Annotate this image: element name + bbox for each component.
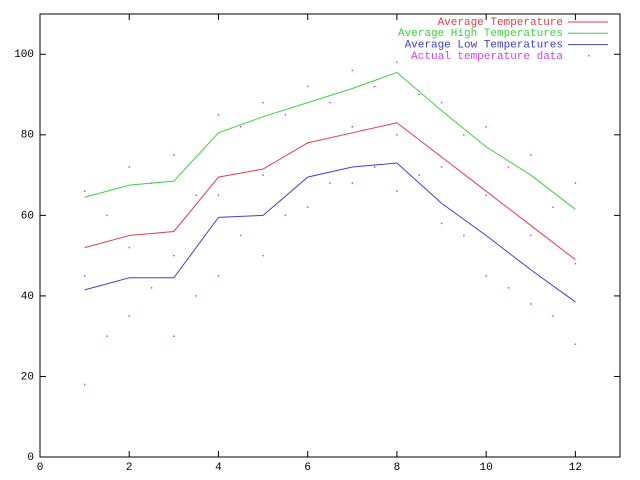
data-point: [351, 126, 354, 128]
y-tick-label: 20: [21, 371, 34, 383]
data-point: [83, 275, 86, 277]
data-point: [195, 194, 197, 196]
x-tick-label: 0: [37, 462, 44, 474]
legend-marker: [588, 54, 590, 57]
data-point: [418, 174, 420, 176]
data-point: [128, 315, 130, 317]
data-point: [106, 214, 108, 217]
legend-label: Average Low Temperatures: [405, 40, 563, 52]
data-point: [83, 383, 86, 386]
data-point: [173, 335, 175, 337]
series-line: [84, 122, 576, 261]
data-point: [485, 126, 487, 128]
data-point: [240, 234, 242, 237]
data-point: [396, 61, 398, 64]
data-point: [530, 303, 532, 305]
data-point: [217, 275, 220, 277]
x-tick-label: 4: [215, 462, 222, 474]
data-point: [552, 315, 554, 317]
data-point: [173, 154, 175, 156]
data-point: [507, 287, 510, 289]
data-point: [128, 166, 130, 168]
data-point: [373, 166, 376, 168]
data-point: [373, 85, 376, 88]
x-tick-label: 12: [569, 462, 582, 474]
x-tick-label: 8: [394, 462, 401, 474]
data-point: [240, 126, 242, 128]
data-point: [351, 182, 354, 184]
data-point: [530, 234, 532, 237]
data-point: [306, 206, 309, 209]
y-tick-label: 0: [27, 452, 34, 464]
data-point: [262, 254, 264, 257]
data-point: [351, 69, 354, 72]
data-point: [396, 134, 398, 136]
data-point: [195, 295, 197, 297]
data-point: [574, 182, 577, 184]
data-point: [396, 190, 398, 192]
data-point: [485, 275, 487, 277]
data-point: [150, 287, 153, 289]
y-tick-label: 60: [21, 210, 34, 222]
series-line: [84, 162, 576, 303]
data-point: [440, 222, 443, 225]
data-point: [574, 343, 577, 345]
data-point: [173, 254, 175, 257]
data-point: [574, 262, 577, 265]
legend-label: Average Temperature: [438, 17, 563, 29]
y-tick-label: 40: [21, 291, 34, 303]
y-tick-label: 80: [21, 130, 34, 142]
data-point: [329, 101, 331, 104]
data-point: [463, 234, 465, 237]
data-point: [128, 246, 130, 249]
data-point: [262, 174, 264, 176]
data-point: [217, 113, 220, 116]
x-tick-label: 2: [126, 462, 133, 474]
y-tick-label: 100: [14, 49, 34, 61]
data-point: [530, 154, 532, 156]
data-point: [262, 101, 264, 104]
data-point: [418, 93, 420, 96]
data-point: [507, 166, 510, 168]
data-point: [463, 134, 465, 136]
data-point: [306, 85, 309, 88]
data-point: [329, 182, 331, 184]
series-line: [84, 71, 576, 210]
legend-label: Average High Temperatures: [398, 28, 563, 40]
data-point: [485, 194, 487, 196]
plot-border: [39, 13, 621, 458]
data-point: [284, 113, 287, 116]
data-point: [440, 101, 443, 104]
data-point: [217, 194, 220, 196]
data-point: [83, 190, 86, 192]
x-tick-label: 6: [304, 462, 311, 474]
data-point: [552, 206, 554, 209]
data-point: [440, 166, 443, 168]
x-tick-label: 10: [480, 462, 493, 474]
data-point: [106, 335, 108, 337]
data-point: [284, 214, 287, 217]
legend-label: Actual temperature data: [411, 51, 563, 63]
